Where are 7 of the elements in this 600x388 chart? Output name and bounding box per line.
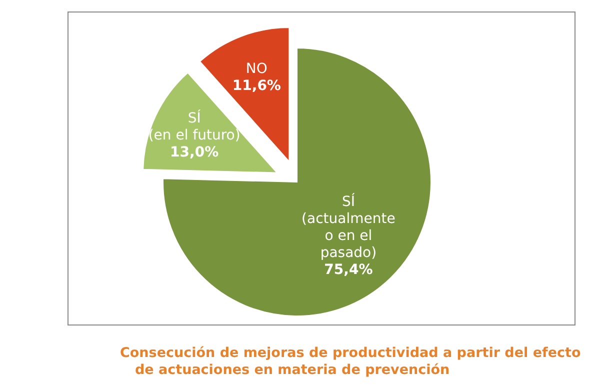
data-label: 13,0% — [170, 144, 219, 160]
data-label: 11,6% — [232, 78, 281, 94]
slice-label: NO — [246, 60, 268, 77]
slice-label: SÍ (actualmente o en el pasado) — [302, 192, 396, 261]
data-label: 75,4% — [324, 262, 373, 278]
slice-label: SÍ (en el futuro) — [148, 109, 240, 144]
text: Consecución de mejoras de productividad a partir del efecto de actuaciones en materia de prevención — [120, 345, 581, 378]
